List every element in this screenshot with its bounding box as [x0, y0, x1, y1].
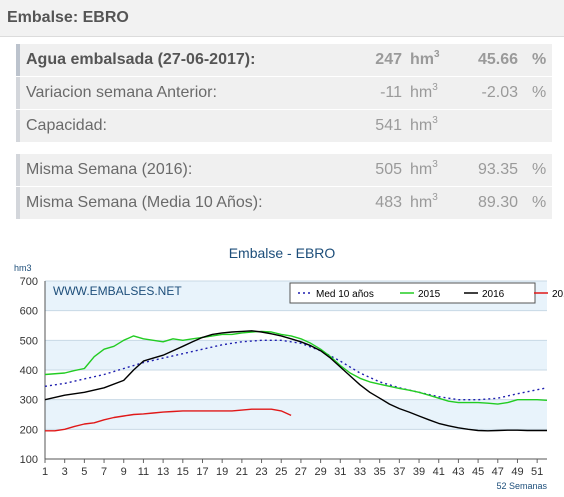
x-tick-label: 47: [492, 466, 504, 478]
stat-row-same-week-2016: Misma Semana (2016): 505 hm3 93.35 %: [16, 154, 552, 186]
stat-row-same-week-10yr-avg: Misma Semana (Media 10 Años): 483 hm3 89…: [16, 187, 552, 219]
stat-percent-sign: %: [532, 194, 547, 211]
x-tick-label: 33: [354, 466, 366, 478]
x-tick-label: 25: [275, 466, 287, 478]
stat-value: 541: [375, 117, 402, 134]
x-tick-label: 35: [374, 466, 386, 478]
x-tick-label: 5: [81, 466, 87, 478]
stat-value: 483: [375, 194, 402, 211]
stat-percent: 45.66: [477, 51, 518, 68]
x-tick-label: 13: [157, 466, 169, 478]
plot-band: [45, 399, 547, 430]
stat-value: 247: [375, 51, 402, 68]
x-tick-label: 39: [413, 466, 425, 478]
stat-unit: hm3: [410, 192, 438, 211]
y-tick-label: 500: [20, 335, 38, 347]
series-line-2017: [45, 408, 292, 432]
stat-unit: hm3: [410, 115, 438, 134]
x-tick-label: 29: [314, 466, 326, 478]
series-line-med-10-años: [44, 339, 548, 401]
x-tick-label: 49: [511, 466, 523, 478]
stat-percent: 89.30: [477, 194, 518, 211]
x-tick-label: 19: [216, 466, 228, 478]
stat-percent-sign: %: [532, 161, 547, 178]
stat-row-current-volume: Agua embalsada (27-06-2017): 247 hm3 45.…: [16, 44, 552, 76]
stat-unit: hm3: [410, 82, 438, 101]
x-tick-label: 17: [196, 466, 208, 478]
stat-unit: hm3: [410, 159, 438, 178]
y-tick-label: 700: [20, 276, 38, 288]
series-line-2015: [44, 330, 548, 405]
y-tick-label: 100: [20, 454, 38, 466]
stat-percent: 93.35: [477, 161, 518, 178]
legend-label: 2016: [482, 289, 505, 300]
stat-row-weekly-change: Variacion semana Anterior: -11 hm3 -2.03…: [16, 77, 552, 109]
x-axis-label: 52 Semanas: [496, 481, 547, 491]
stat-value: -11: [380, 84, 402, 101]
stat-percent-sign: %: [532, 51, 547, 68]
x-tick-label: 27: [295, 466, 307, 478]
x-tick-label: 43: [452, 466, 464, 478]
x-tick-label: 37: [393, 466, 405, 478]
chart-title: Embalse - EBRO: [228, 245, 336, 261]
stat-percent: -2.03: [481, 84, 518, 101]
x-tick-label: 31: [334, 466, 346, 478]
y-axis-label: hm3: [14, 263, 32, 273]
x-tick-label: 9: [121, 466, 127, 478]
stat-label: Capacidad:: [26, 117, 107, 134]
stat-label: Agua embalsada (27-06-2017):: [26, 51, 256, 68]
y-tick-label: 300: [20, 395, 38, 407]
stat-label: Variacion semana Anterior:: [26, 84, 217, 101]
x-tick-label: 21: [236, 466, 248, 478]
stat-unit: hm3: [410, 49, 440, 68]
legend-label: Med 10 años: [316, 289, 374, 300]
x-tick-label: 51: [531, 466, 543, 478]
reservoir-title: Embalse: EBRO: [7, 9, 129, 26]
stat-percent-sign: %: [532, 84, 547, 101]
reservoir-header: Embalse: EBRO: [0, 0, 564, 37]
x-tick-label: 15: [177, 466, 189, 478]
x-tick-label: 7: [101, 466, 107, 478]
x-tick-label: 11: [138, 466, 149, 478]
x-tick-label: 41: [433, 466, 445, 478]
plot-band: [45, 340, 547, 370]
y-tick-label: 200: [20, 424, 38, 436]
legend-label: 2017: [552, 289, 564, 300]
y-tick-label: 400: [20, 365, 38, 377]
x-tick-label: 3: [62, 466, 68, 478]
stat-row-capacity: Capacidad: 541 hm3: [16, 110, 552, 142]
legend-label: 2015: [418, 289, 441, 300]
series-line-2016: [44, 330, 547, 432]
x-tick-label: 45: [472, 466, 484, 478]
y-tick-label: 600: [20, 306, 38, 318]
x-tick-label: 23: [255, 466, 267, 478]
stat-label: Misma Semana (2016):: [26, 161, 193, 178]
chart-watermark: WWW.EMBALSES.NET: [53, 284, 182, 298]
stat-label: Misma Semana (Media 10 Años):: [26, 194, 263, 211]
stat-value: 505: [375, 161, 402, 178]
x-tick-label: 1: [42, 466, 48, 478]
